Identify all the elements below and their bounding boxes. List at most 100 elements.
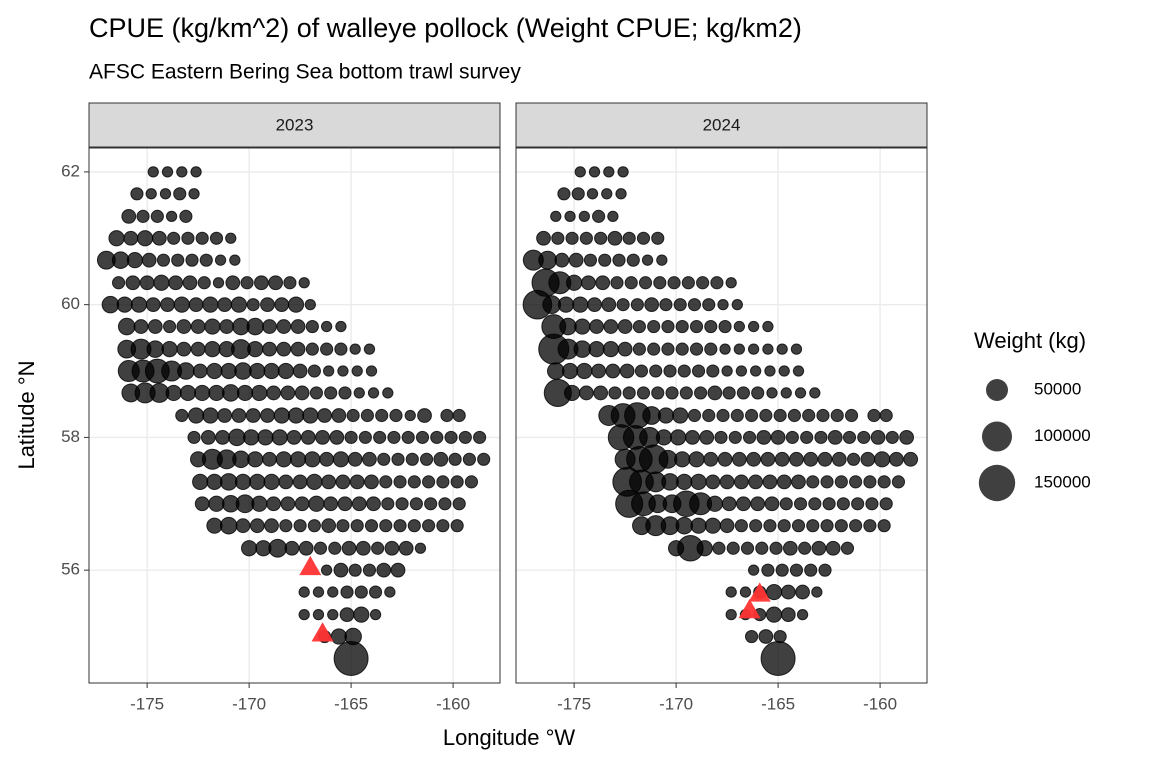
station-point [273,407,290,424]
station-point [636,386,651,400]
station-point [803,451,819,467]
station-point [617,166,629,178]
station-point [601,188,613,200]
station-point [598,253,612,267]
station-point [672,407,689,424]
station-point [409,497,423,511]
station-point [790,343,803,355]
station-point [337,365,349,377]
station-point [718,319,732,334]
station-point [433,451,449,467]
station-point [725,277,737,289]
station-point [304,451,321,468]
station-point [367,387,380,399]
station-point [622,231,636,245]
station-point [676,473,693,490]
station-point [440,408,454,423]
station-point [206,362,223,380]
station-point [659,298,673,312]
station-point [690,517,707,534]
station-point [794,387,807,399]
station-point [559,317,577,336]
station-point [740,541,755,555]
station-point [728,430,742,444]
station-point [190,341,206,357]
chart-title: CPUE (kg/km^2) of walleye pollock (Weigh… [89,13,802,43]
station-point [323,365,335,377]
facet-label: 2024 [703,115,741,134]
station-point [280,385,296,401]
station-point [253,275,269,291]
station-point [290,341,306,357]
station-point [589,319,604,334]
station-point [622,386,636,400]
station-point [393,519,407,533]
station-point [626,253,640,267]
station-point [746,451,762,467]
station-point [566,274,583,291]
station-point [630,298,644,312]
station-point [721,365,733,377]
station-point [197,276,211,290]
station-point [776,343,788,355]
station-point [602,341,619,358]
station-point [574,318,591,335]
station-point [595,275,611,291]
station-point [721,496,737,512]
station-point [179,384,197,402]
station-point [188,297,204,313]
station-point [231,408,247,423]
station-point [243,429,260,446]
station-point [644,297,660,313]
station-point [292,363,308,379]
station-point [375,408,389,423]
station-point [304,299,316,311]
station-point [308,495,325,512]
station-point [365,365,378,377]
station-point [694,386,708,400]
station-point [593,385,609,401]
station-point [603,319,619,334]
station-point [327,586,339,598]
station-point [891,475,906,489]
station-point [842,430,857,444]
station-point [333,562,349,578]
station-point [208,495,225,512]
station-point [209,231,224,245]
station-point [802,408,816,423]
station-point [777,519,791,533]
station-point [278,474,294,490]
station-point [822,497,836,511]
station-point [312,608,325,621]
station-point [117,317,136,336]
station-point [787,408,802,423]
station-point [276,319,292,334]
station-point [229,254,241,266]
station-point [831,451,847,467]
station-point [733,474,749,490]
station-point [651,386,665,400]
station-point [236,384,254,402]
station-point [312,586,325,598]
station-point [298,586,310,598]
station-point [617,319,633,334]
station-point [760,451,776,467]
station-point [436,519,450,533]
station-point [262,319,277,334]
station-point [208,384,225,402]
station-point [187,407,205,424]
station-point [139,275,155,291]
x-tick-label: -175 [557,694,591,713]
station-point [808,497,822,511]
station-point [696,540,713,557]
station-point [156,253,171,267]
station-point [300,430,316,445]
station-point [816,408,830,423]
station-point [175,408,189,423]
station-point [641,254,654,266]
station-point [368,585,383,599]
station-point [811,540,827,556]
station-point [262,341,277,357]
station-point [182,275,198,291]
station-point [260,297,275,313]
